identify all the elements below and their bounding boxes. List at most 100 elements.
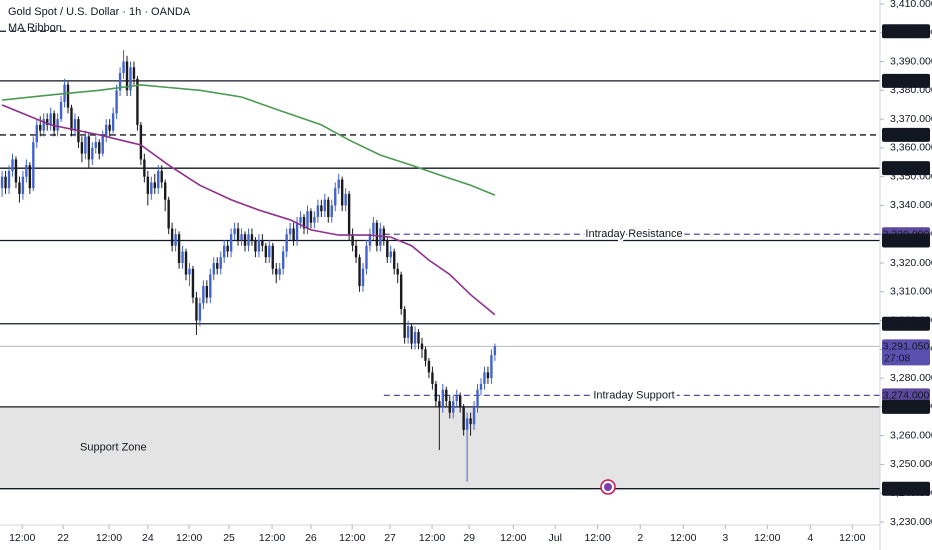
candle-body [129, 67, 132, 91]
indicator-name: MA Ribbon [8, 22, 62, 34]
ma-line [1, 104, 496, 316]
x-tick-label: 12:00 [419, 532, 445, 544]
candle-body [11, 159, 14, 171]
level-price-box [882, 316, 930, 331]
candle-body [236, 228, 240, 240]
level-price-box [882, 233, 930, 248]
x-tick-label: 2 [637, 532, 643, 544]
level-price-box [882, 161, 930, 176]
x-tick-label: 12:00 [176, 532, 202, 544]
candle-body [163, 182, 167, 200]
candle-body [143, 159, 146, 177]
candle-body [56, 119, 59, 131]
candle-body [379, 228, 382, 246]
candle-body [219, 257, 222, 269]
candle-body [108, 124, 111, 131]
chart-title: Gold Spot / U.S. Dollar · 1h · OANDA [8, 6, 191, 18]
candle-body [42, 119, 45, 131]
candle-body [111, 113, 115, 131]
candle-body [351, 234, 354, 246]
level-price-box [882, 73, 930, 88]
candle-body [337, 179, 340, 189]
candle-body [292, 228, 295, 240]
candle-body [73, 119, 77, 131]
y-tick-label: 3,390.000 [890, 55, 932, 67]
candle-body [452, 401, 455, 413]
candle-body [80, 142, 84, 154]
candle-body [45, 119, 49, 125]
candle-body [365, 245, 368, 269]
candle-body [115, 90, 118, 114]
y-tick-label: 3,360.000 [890, 142, 932, 154]
candle-body [94, 142, 97, 148]
x-tick-label: Jul [549, 532, 562, 544]
ma-line [2, 84, 496, 196]
event-icon[interactable] [600, 479, 616, 495]
level-price-label: 3,383.283 [883, 75, 930, 87]
y-tick-label: 3,370.000 [890, 113, 932, 125]
levels-layer [0, 30, 880, 490]
y-tick-label: 3,340.000 [890, 199, 932, 211]
candle-body [101, 136, 104, 154]
level-price-label: 3,364.509 [883, 129, 930, 141]
candle-body [49, 113, 52, 125]
last-price-box [882, 339, 930, 366]
candle-body [483, 372, 486, 384]
candle-body [393, 251, 396, 269]
candle-body [243, 234, 247, 246]
candle-body [479, 383, 483, 390]
candle-body [122, 61, 125, 74]
candle-body [52, 113, 56, 131]
candle-body [191, 268, 195, 298]
candle-body [0, 176, 4, 189]
candle-body [181, 251, 184, 264]
x-tick-label: 12:00 [670, 532, 696, 544]
candle-body [368, 234, 372, 246]
level-price-box [882, 388, 930, 403]
candle-body [28, 165, 32, 189]
candle-body [268, 245, 271, 258]
candle-body [59, 101, 63, 120]
level-price-box [882, 127, 930, 142]
level-price-label: 3,274.000 [883, 390, 930, 402]
candle-body [212, 263, 215, 275]
candle-body [396, 268, 399, 275]
candle-body [434, 383, 438, 402]
candle-body [403, 309, 406, 338]
candle-body [375, 222, 379, 246]
candle-body [441, 389, 445, 407]
candle-body [7, 170, 11, 189]
candle-body [184, 251, 188, 275]
candle-body [91, 147, 94, 160]
candle-body [486, 372, 490, 379]
zone-label: Support Zone [80, 442, 147, 454]
candle-body [136, 78, 139, 125]
candle-body [66, 84, 70, 108]
level-price-box [882, 399, 930, 414]
candle-body [344, 193, 347, 206]
candle-body [295, 222, 299, 240]
candle-body [316, 205, 320, 217]
candle-body [285, 234, 288, 252]
x-tick-label: 12:00 [259, 532, 285, 544]
candle-body [118, 73, 122, 91]
candle-body [420, 343, 424, 350]
candle-body [84, 136, 87, 154]
candle-body [254, 239, 257, 252]
candle-body [150, 182, 153, 194]
candle-body [233, 228, 236, 235]
candle-body [153, 182, 156, 189]
y-tick-label: 3,310.000 [890, 286, 932, 298]
candle-body [275, 268, 278, 275]
candle-body [209, 274, 212, 298]
candle-body [198, 303, 202, 321]
y-tick-label: 3,410.000 [890, 0, 932, 10]
candle-body [261, 239, 264, 246]
candle-body [340, 179, 344, 206]
candle-body [399, 274, 403, 310]
candle-body [330, 205, 333, 217]
candle-body [202, 286, 205, 304]
candle-body [438, 401, 441, 407]
candle-body [4, 176, 7, 189]
support-zone [0, 406, 880, 489]
